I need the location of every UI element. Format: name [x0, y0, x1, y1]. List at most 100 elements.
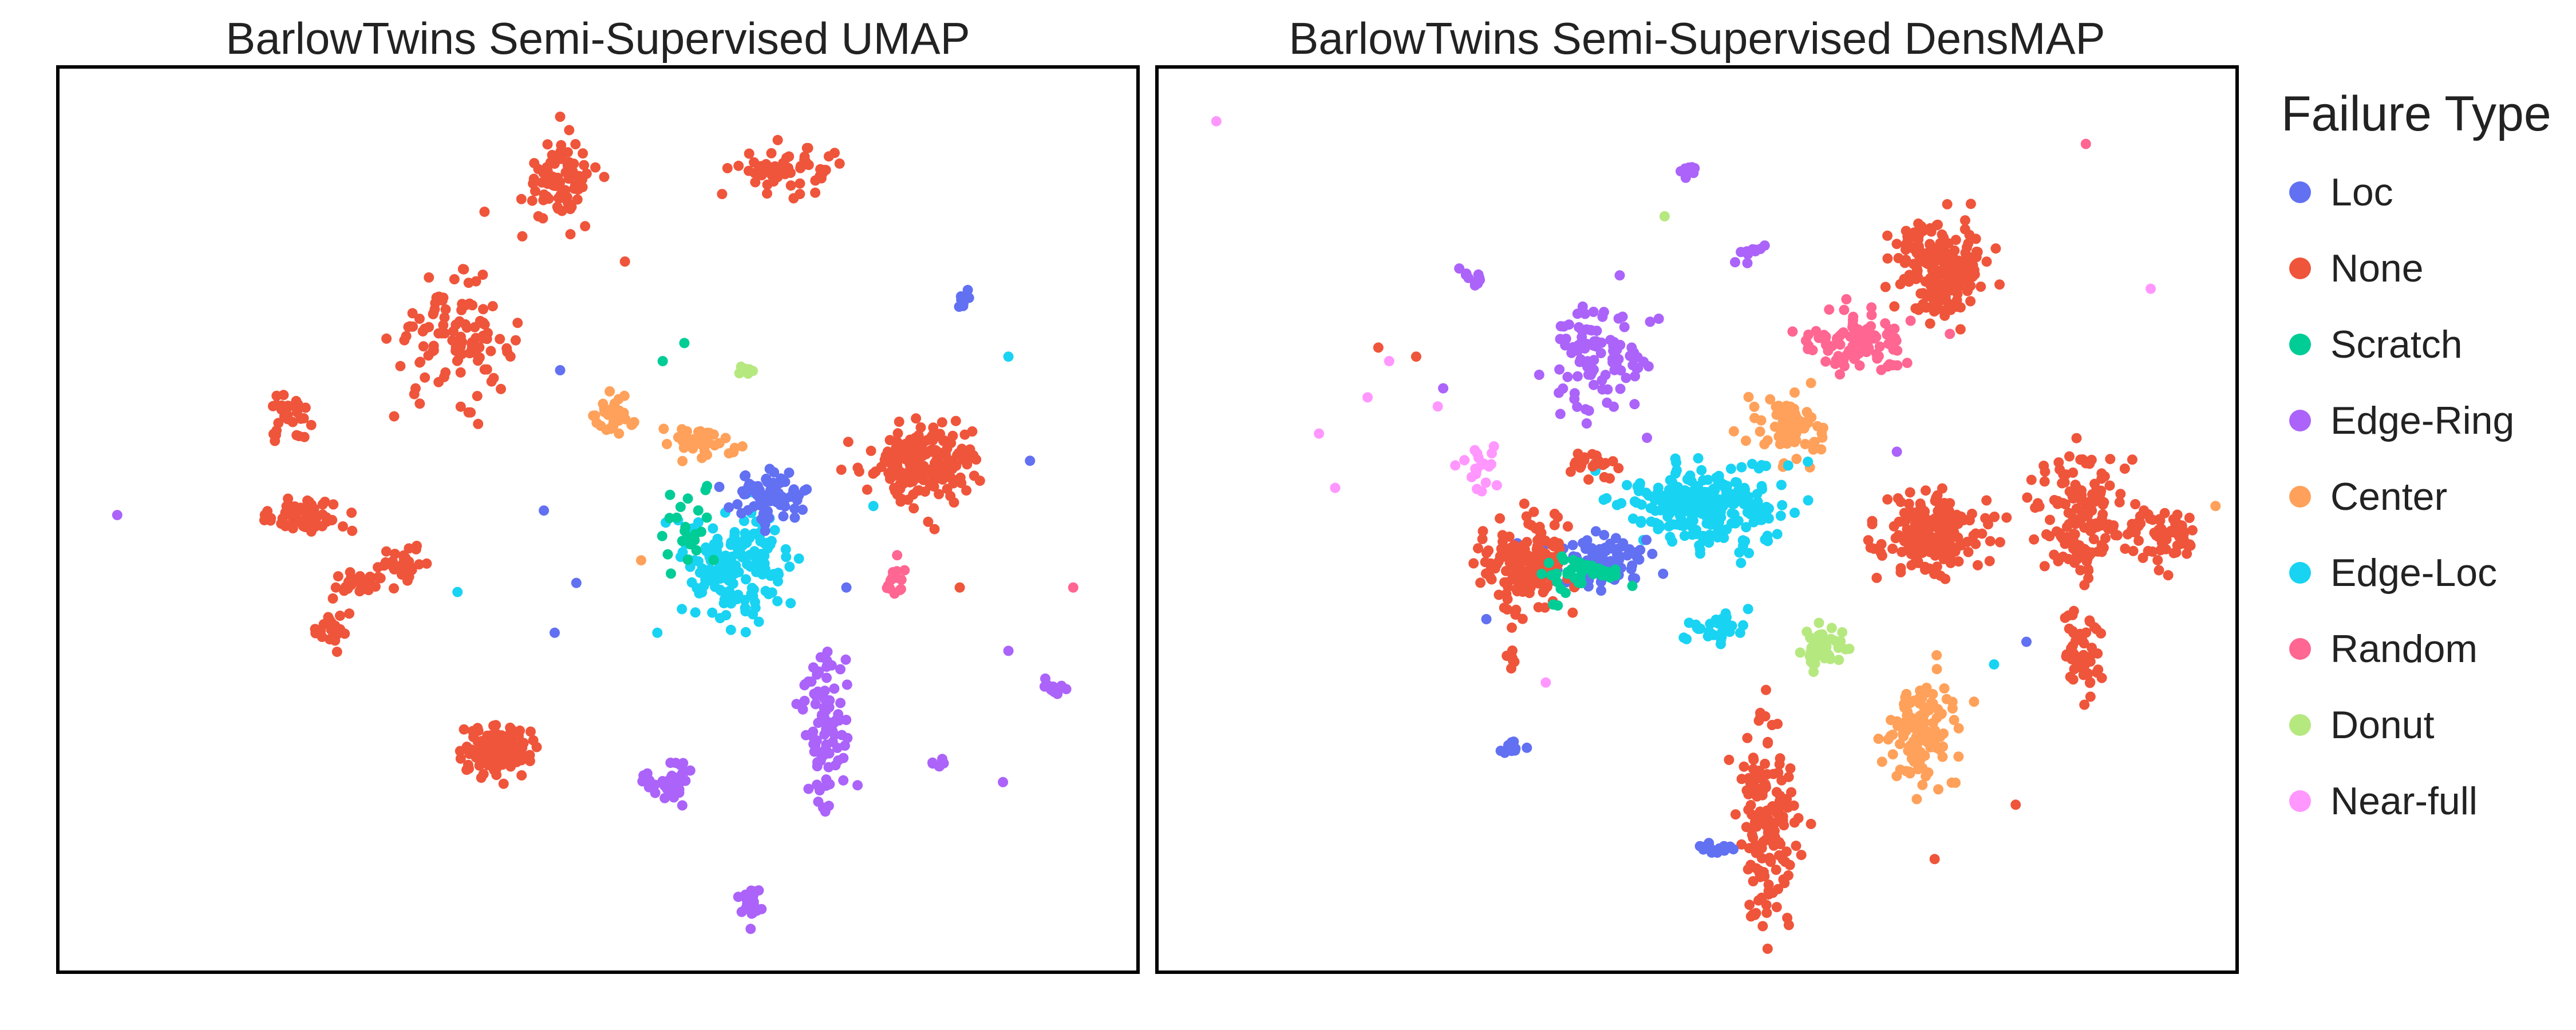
- data-point-edge-ring: [832, 743, 843, 753]
- data-point-none: [459, 724, 469, 735]
- data-point-center: [1919, 717, 1930, 728]
- data-point-none: [266, 513, 276, 524]
- data-point-none: [1888, 521, 1899, 532]
- data-point-none: [451, 319, 461, 330]
- data-point-edge-loc: [1725, 464, 1736, 474]
- data-point-none: [1506, 542, 1517, 553]
- data-point-edge-ring: [1056, 680, 1067, 691]
- data-point-edge-ring: [812, 761, 823, 771]
- data-point-none: [414, 398, 425, 409]
- data-point-none: [401, 331, 412, 342]
- data-point-none: [491, 720, 501, 731]
- data-point-center: [1919, 750, 1930, 761]
- data-point-center: [1917, 779, 1928, 790]
- data-point-edge-ring: [752, 905, 762, 916]
- data-point-edge-ring: [1688, 168, 1699, 179]
- data-point-center: [2210, 501, 2221, 512]
- data-point-none: [496, 383, 506, 394]
- data-point-none: [1902, 524, 1913, 535]
- data-point-none: [2071, 433, 2082, 443]
- data-point-none: [2065, 671, 2076, 682]
- data-point-none: [1763, 880, 1774, 890]
- data-point-edge-ring: [820, 806, 831, 817]
- data-point-center: [693, 433, 704, 444]
- data-point-none: [1949, 527, 1959, 538]
- data-point-none: [289, 501, 300, 512]
- data-point-edge-loc: [729, 527, 740, 537]
- data-point-none: [2133, 520, 2144, 530]
- data-point-none: [398, 550, 409, 561]
- data-point-edge-loc: [1698, 532, 1709, 543]
- data-point-none: [2087, 643, 2097, 653]
- data-point-none: [2119, 464, 2130, 474]
- data-point-none: [1751, 847, 1761, 858]
- data-point-center: [598, 398, 609, 409]
- data-point-none: [1519, 556, 1530, 566]
- data-point-random: [1839, 304, 1850, 315]
- data-point-none: [1481, 548, 1492, 558]
- data-point-loc: [550, 627, 560, 638]
- data-point-none: [2120, 543, 2131, 554]
- data-point-random: [1068, 582, 1078, 593]
- legend-item-scratch: Scratch: [2281, 306, 2551, 382]
- data-point-edge-ring: [1463, 272, 1474, 283]
- data-point-center: [1914, 728, 1925, 739]
- data-point-edge-loc: [1745, 509, 1756, 520]
- data-point-none: [829, 148, 840, 159]
- data-point-center: [619, 390, 630, 401]
- data-point-none: [1953, 556, 1964, 567]
- legend-label: Loc: [2330, 170, 2393, 214]
- data-point-none: [1755, 806, 1765, 817]
- data-point-near-full: [1330, 482, 1341, 493]
- data-point-none: [1599, 472, 1610, 482]
- data-point-near-full: [2146, 283, 2156, 294]
- data-point-none: [744, 148, 754, 159]
- data-point-scratch: [1574, 557, 1585, 568]
- data-point-none: [836, 464, 847, 475]
- data-point-scratch: [708, 554, 719, 565]
- data-point-none: [2026, 474, 2037, 485]
- data-point-none: [301, 510, 312, 521]
- data-point-none: [480, 333, 491, 344]
- data-point-edge-loc: [1756, 514, 1767, 525]
- data-point-none: [619, 256, 630, 267]
- data-point-none: [1764, 853, 1775, 863]
- data-point-none: [317, 521, 327, 532]
- data-point-none: [1772, 719, 1783, 730]
- data-point-edge-loc: [1601, 493, 1612, 504]
- data-point-edge-ring: [1563, 319, 1574, 330]
- data-point-none: [373, 562, 384, 573]
- data-point-none: [1504, 531, 1515, 542]
- data-point-edge-ring: [1609, 401, 1619, 412]
- data-point-none: [803, 142, 813, 153]
- data-point-none: [467, 300, 478, 311]
- data-point-loc: [724, 502, 734, 513]
- data-point-none: [2045, 514, 2055, 525]
- data-point-edge-ring: [1736, 247, 1747, 258]
- data-point-none: [418, 341, 429, 352]
- data-point-edge-loc: [652, 627, 663, 638]
- data-point-none: [440, 304, 451, 315]
- legend-item-random: Random: [2281, 611, 2551, 687]
- data-point-none: [1583, 474, 1594, 485]
- data-point-none: [717, 189, 728, 200]
- data-point-center: [1805, 378, 1816, 389]
- data-point-center: [1969, 696, 1980, 707]
- data-point-none: [2075, 565, 2086, 576]
- data-point-center: [1800, 439, 1811, 449]
- data-point-none: [2067, 626, 2078, 637]
- data-point-none: [2093, 664, 2104, 675]
- data-point-none: [785, 180, 796, 191]
- legend-title: Failure Type: [2281, 86, 2551, 141]
- data-point-loc: [1506, 746, 1517, 756]
- data-point-donut: [1833, 643, 1844, 653]
- data-point-edge-ring: [818, 715, 829, 726]
- data-point-none: [2079, 699, 2090, 710]
- data-point-none: [1743, 864, 1753, 875]
- data-point-edge-loc: [781, 552, 792, 562]
- data-point-edge-loc: [772, 596, 783, 607]
- data-point-edge-loc: [1743, 604, 1753, 615]
- data-point-none: [1908, 541, 1919, 552]
- data-point-none: [495, 334, 505, 344]
